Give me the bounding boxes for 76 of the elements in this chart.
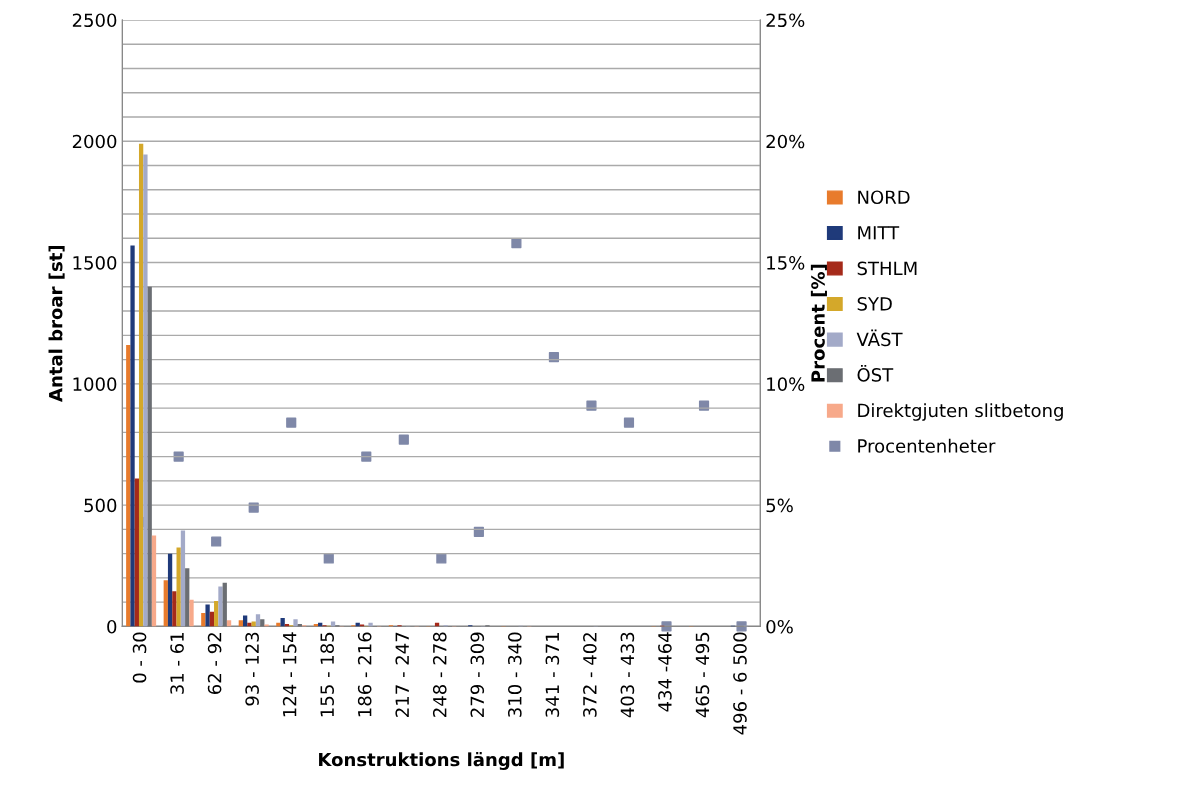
legend-label: NORD [858, 190, 910, 205]
bar [293, 619, 298, 627]
point [398, 434, 409, 445]
y-tick-label: 2500 [72, 13, 117, 28]
point [323, 553, 334, 564]
y2-axis-title: Procent [%] [810, 264, 827, 382]
y2-tick-label: 5% [766, 498, 793, 513]
bar [138, 143, 144, 627]
bar [176, 547, 181, 627]
bar [189, 599, 194, 627]
bar [126, 345, 131, 627]
bar [130, 245, 135, 627]
x-tick-label: 31 - 61 [170, 632, 184, 694]
y-tick-label: 0 [107, 619, 117, 634]
point [661, 621, 672, 632]
y-tick-label: 1500 [73, 256, 117, 270]
point [436, 553, 447, 564]
x-tick-label: 310 - 340 [507, 632, 522, 717]
x-tick-label: 465 - 495 [695, 632, 710, 718]
x-tick-label: 403 - 433 [620, 632, 635, 718]
y2-tick-label: 10% [767, 377, 805, 391]
legend-label: VÄST [856, 329, 903, 347]
x-tick-label: 124 - 154 [282, 632, 297, 717]
bar [163, 580, 168, 627]
legend-label: Procentenheter [858, 438, 996, 453]
legend-label: MITT [858, 226, 900, 240]
bar [201, 613, 206, 627]
bar [260, 619, 265, 627]
y2-tick-label: 20% [766, 134, 805, 149]
y2-tick-label: 15% [767, 256, 805, 270]
x-tick-label: 248 - 278 [432, 632, 447, 717]
bar [143, 154, 148, 627]
x-tick-label: 93 - 123 [245, 632, 259, 706]
x-tick-label: 155 - 185 [320, 632, 334, 717]
bar [214, 600, 219, 627]
point [286, 417, 297, 428]
point [736, 621, 747, 632]
x-tick-label: 0 - 30 [132, 632, 147, 683]
x-tick-label: 434 -464 [658, 632, 672, 712]
bar [147, 286, 152, 627]
x-tick-label: 186 - 216 [357, 632, 372, 717]
bar [209, 611, 215, 627]
bar [134, 478, 139, 627]
bar [205, 604, 210, 627]
bar [238, 620, 243, 627]
legend-label: ÖST [857, 365, 894, 382]
bar [218, 586, 223, 627]
bar [247, 622, 252, 627]
bar [167, 553, 173, 627]
bar [276, 622, 281, 627]
bar [222, 582, 227, 627]
legend-label: Direktgjuten slitbetong [858, 403, 1063, 421]
legend-label: SYD [857, 297, 892, 311]
bar [185, 568, 190, 627]
x-tick-label: 496 - 6 500 [733, 632, 747, 735]
y-tick-label: 500 [84, 498, 117, 513]
bar [180, 530, 186, 627]
x-tick-label: 341 - 371 [545, 632, 560, 717]
y-tick-label: 2000 [72, 134, 117, 149]
x-tick-label: 372 - 402 [583, 633, 597, 717]
x-tick-label: 62 - 92 [207, 633, 222, 694]
legend-label: STHLM [857, 261, 917, 276]
x-axis-title: Konstruktions längd [m] [319, 752, 564, 770]
x-tick-label: 279 - 309 [470, 632, 485, 717]
y-axis-title: Antal broar [st] [48, 245, 65, 402]
bar [151, 535, 157, 627]
y2-tick-label: 25% [766, 13, 805, 28]
y-tick-label: 1000 [73, 377, 117, 391]
bar [226, 620, 232, 627]
bar [368, 622, 373, 627]
y2-tick-label: 0% [766, 619, 793, 634]
x-tick-label: 217 - 247 [395, 632, 409, 717]
point [211, 536, 222, 547]
bar [172, 591, 177, 627]
point [623, 417, 635, 428]
bar [255, 614, 261, 627]
